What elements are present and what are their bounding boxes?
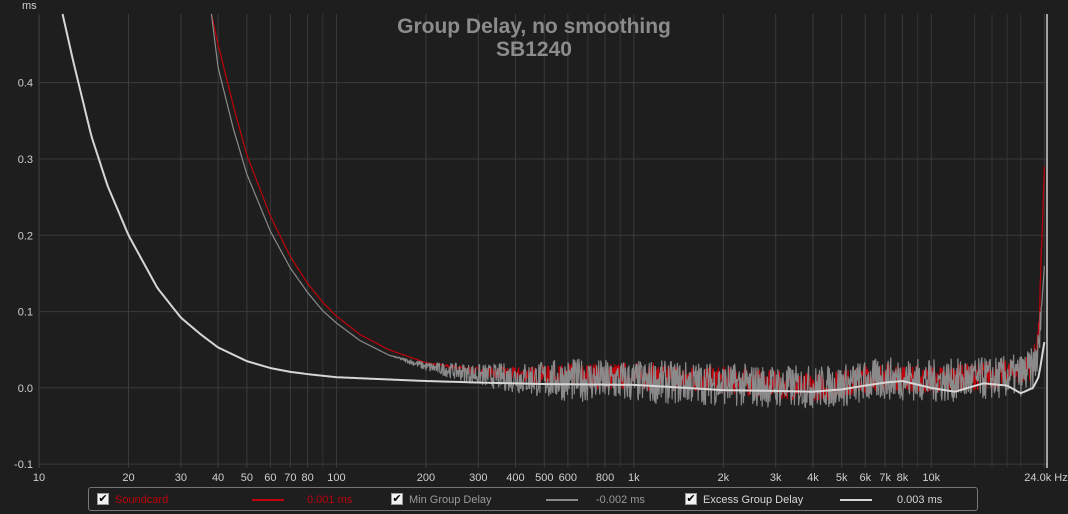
x-tick-label: 10 [33,472,45,484]
y-unit-label: ms [22,0,37,12]
legend-item-min-group-delay: ✔ Min Group Delay -0.002 ms [391,492,681,508]
x-axis-ticks: 10 20 30 40 50 60 70 80 100 200 300 400 500 600 800 1k 2… [33,472,1068,484]
x-tick-label: 2k [718,472,730,484]
soundcard-value: 0.001 ms [307,494,353,506]
excess-group-delay-checkbox[interactable]: ✔ [685,492,697,505]
soundcard-label: Soundcard [115,494,169,506]
y-axis-ticks: 0.4 0.3 0.2 0.1 0.0 -0.1 [14,78,33,472]
x-tick-label: 600 [559,472,577,484]
x-tick-label: 60 [264,472,276,484]
x-tick-label: 20 [122,472,134,484]
soundcard-line-swatch [252,499,284,501]
x-tick-label: 24.0k Hz [1024,472,1067,484]
x-tick-label: 300 [469,472,487,484]
legend: ✔ Soundcard 0.001 ms ✔ Min Group Delay -… [88,487,978,511]
x-tick-label: 5k [836,472,848,484]
legend-item-excess-group-delay: ✔ Excess Group Delay 0.003 ms [685,492,975,508]
x-tick-label: 800 [596,472,614,484]
min-group-delay-line-swatch [546,499,578,501]
group-delay-chart: 0.4 0.3 0.2 0.1 0.0 -0.1 10 20 30 40 50 60 70 80 100 2… [14,0,1068,484]
x-tick-label: 70 [284,472,296,484]
min-group-delay-value: -0.002 ms [596,494,645,506]
x-tick-label: 500 [535,472,553,484]
series-layer [61,13,1046,409]
x-tick-label: 4k [807,472,819,484]
x-tick-label: 30 [175,472,187,484]
y-tick-label: 0.4 [18,78,33,90]
x-tick-label: 80 [301,472,313,484]
min-group-delay-label: Min Group Delay [409,494,492,506]
y-tick-label: 0.2 [18,230,33,242]
y-tick-label: 0.3 [18,154,33,166]
excess-group-delay-value: 0.003 ms [897,494,943,506]
excess-group-delay-line-swatch [840,499,872,501]
x-tick-label: 10k [922,472,940,484]
excess-group-delay-label: Excess Group Delay [703,494,804,506]
x-tick-label: 100 [327,472,345,484]
chart-title: Group Delay, no smoothing [397,15,671,38]
x-tick-label: 200 [417,472,435,484]
y-tick-label: 0.1 [18,307,33,319]
x-tick-label: 400 [506,472,524,484]
chart-subtitle: SB1240 [496,38,572,61]
y-tick-label: 0.0 [18,383,33,395]
x-tick-label: 8k [897,472,909,484]
x-tick-label: 6k [859,472,871,484]
y-tick-label: -0.1 [14,459,33,471]
grid-lines [38,14,1047,468]
series-line-excess-group-delay [61,13,1046,395]
soundcard-checkbox[interactable]: ✔ [97,492,109,505]
x-tick-label: 50 [241,472,253,484]
x-tick-label: 40 [212,472,224,484]
min-group-delay-checkbox[interactable]: ✔ [391,492,403,505]
x-tick-label: 3k [770,472,782,484]
x-tick-label: 7k [879,472,891,484]
legend-item-soundcard: ✔ Soundcard 0.001 ms [97,492,367,508]
x-tick-label: 1k [628,472,640,484]
